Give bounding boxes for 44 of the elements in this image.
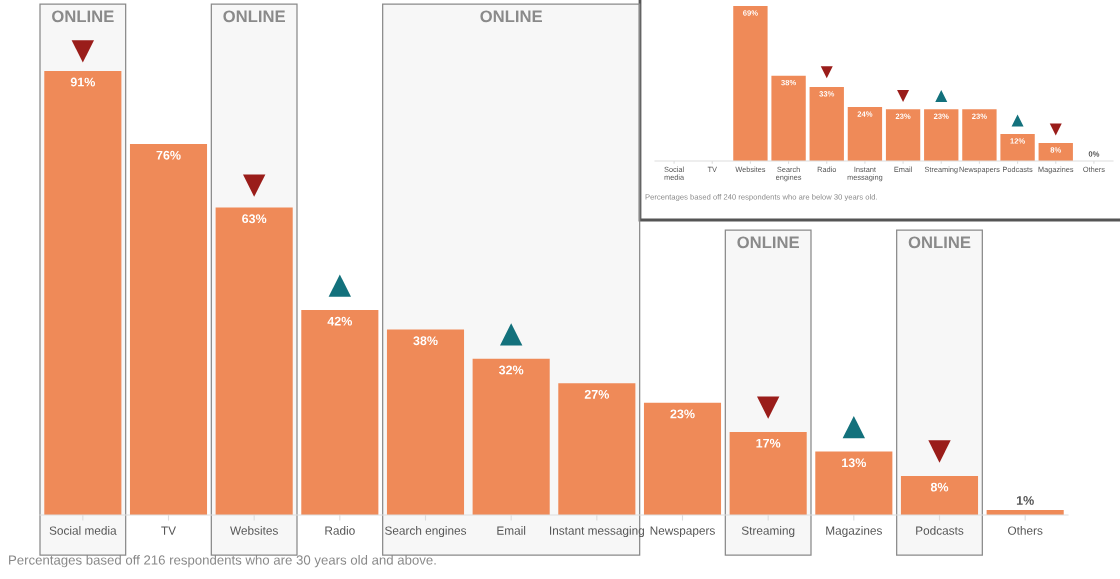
data-label: 63%: [242, 214, 267, 224]
bar: [472, 358, 550, 515]
x-tick-label: Streaming: [741, 526, 795, 538]
data-label: 13%: [842, 458, 867, 468]
band-label: ONLINE: [480, 10, 542, 23]
bar: [809, 86, 844, 161]
band-label: ONLINE: [223, 10, 285, 23]
band-label: ONLINE: [908, 236, 971, 249]
x-tick-label: Radio: [325, 526, 355, 535]
data-label: 1%: [1016, 496, 1034, 505]
x-tick-label: TV: [161, 526, 176, 535]
data-label: 17%: [756, 438, 781, 448]
data-label: 23%: [670, 409, 695, 419]
data-label: 42%: [327, 316, 353, 326]
data-label: 27%: [584, 389, 610, 399]
data-label: 8%: [930, 482, 949, 492]
x-tick-label: Search engines: [385, 526, 467, 538]
x-tick-label: Others: [1008, 526, 1043, 535]
bar: [815, 451, 893, 515]
band-label: ONLINE: [737, 236, 799, 249]
band-label: ONLINE: [52, 10, 114, 23]
bar: [885, 109, 921, 161]
bar: [771, 75, 806, 161]
data-label: 32%: [498, 365, 524, 375]
x-tick-label: Newspapers: [650, 526, 715, 538]
text: Percentages based off 216 respondents who are 30 years old and above.: [9, 555, 436, 568]
bar: [1000, 134, 1035, 161]
x-tick-label: Websites: [230, 526, 278, 535]
data-label: 38%: [413, 336, 438, 346]
x-tick-label: Magazines: [826, 526, 882, 538]
bar: [558, 383, 636, 515]
x-tick-label: Email: [497, 526, 526, 535]
x-tick-label: Social media: [49, 526, 117, 535]
x-tick-label: Podcasts: [916, 526, 964, 535]
bar: [962, 109, 997, 161]
bar: [301, 310, 379, 515]
bar: [847, 107, 883, 161]
bar: [733, 6, 768, 161]
data-label: 91%: [70, 77, 96, 87]
bar: [900, 475, 979, 515]
bar: [386, 329, 465, 515]
data-label: 76%: [156, 150, 181, 160]
bar: [729, 432, 807, 515]
bar: [924, 109, 959, 161]
